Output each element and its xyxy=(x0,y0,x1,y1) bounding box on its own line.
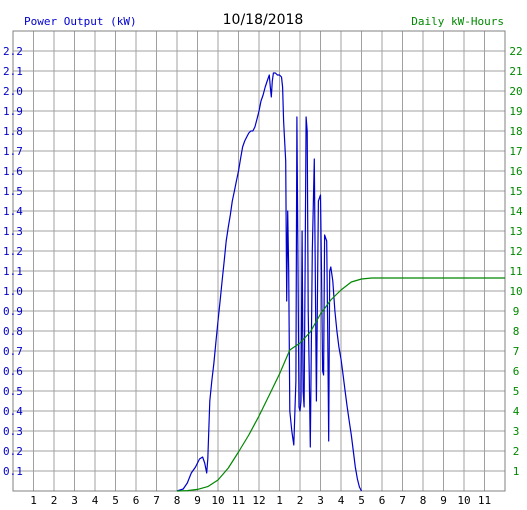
x-tick-label: 12 xyxy=(252,494,265,507)
x-tick-label: 2 xyxy=(51,494,58,507)
right-y-tick-label: 7 xyxy=(513,345,520,358)
left-y-tick-label: 0.6 xyxy=(3,365,23,378)
left-y-tick-label: 0.3 xyxy=(3,425,23,438)
series-layer xyxy=(176,72,505,492)
x-tick-label: 9 xyxy=(194,494,201,507)
right-y-tick-label: 15 xyxy=(509,185,522,198)
x-tick-label: 3 xyxy=(317,494,324,507)
x-tick-label: 11 xyxy=(478,494,491,507)
x-tick-label: 6 xyxy=(133,494,140,507)
right-y-tick-label: 14 xyxy=(509,205,523,218)
right-y-tick-label: 6 xyxy=(513,365,520,378)
right-y-tick-label: 1 xyxy=(513,465,520,478)
left-y-tick-label: 1.2 xyxy=(3,245,23,258)
x-tick-label: 11 xyxy=(232,494,245,507)
left-y-tick-label: 2.0 xyxy=(3,85,23,98)
left-y-tick-label: 0.2 xyxy=(3,445,23,458)
x-tick-label: 2 xyxy=(297,494,304,507)
right-y-tick-label: 10 xyxy=(509,285,522,298)
left-y-tick-label: 1.6 xyxy=(3,165,23,178)
right-y-tick-label: 12 xyxy=(509,245,522,258)
left-y-tick-label: 0.7 xyxy=(3,345,23,358)
left-y-tick-label: 1.0 xyxy=(3,285,23,298)
left-y-tick-label: 2.1 xyxy=(3,65,23,78)
tick-labels: 1 2 3 4 5 6 7 8 9 10 11 12 1 2 3 4 5 6 7 8 9 10 110.10.20.30.4… xyxy=(3,45,523,507)
right-y-tick-label: 18 xyxy=(509,125,522,138)
right-y-tick-label: 9 xyxy=(513,305,520,318)
left-y-tick-label: 0.5 xyxy=(3,385,23,398)
right-axis-label: Daily kW-Hours xyxy=(411,15,504,28)
gridlines xyxy=(13,31,505,491)
x-tick-label: 5 xyxy=(112,494,119,507)
x-tick-label: 7 xyxy=(399,494,406,507)
left-y-tick-label: 1.4 xyxy=(3,205,23,218)
x-tick-label: 1 xyxy=(276,494,283,507)
left-y-tick-label: 1.5 xyxy=(3,185,23,198)
chart-title: 10/18/2018 xyxy=(223,12,304,28)
plot-frame xyxy=(12,30,506,492)
left-y-tick-label: 0.8 xyxy=(3,325,23,338)
left-y-tick-label: 1.9 xyxy=(3,105,23,118)
power-output-series-line xyxy=(176,72,363,492)
right-y-tick-label: 4 xyxy=(513,405,520,418)
right-y-tick-label: 19 xyxy=(509,105,522,118)
right-y-tick-label: 20 xyxy=(509,85,522,98)
x-tick-label: 10 xyxy=(211,494,224,507)
x-tick-label: 5 xyxy=(358,494,365,507)
right-y-tick-label: 5 xyxy=(513,385,520,398)
right-y-tick-label: 22 xyxy=(509,45,522,58)
left-y-tick-label: 1.8 xyxy=(3,125,23,138)
right-y-tick-label: 17 xyxy=(509,145,522,158)
right-y-tick-label: 16 xyxy=(509,165,522,178)
left-y-tick-label: 2.2 xyxy=(3,45,23,58)
right-y-tick-label: 21 xyxy=(509,65,522,78)
right-y-tick-label: 2 xyxy=(513,445,520,458)
x-tick-label: 3 xyxy=(71,494,78,507)
x-tick-label: 1 xyxy=(30,494,37,507)
right-y-tick-label: 3 xyxy=(513,425,520,438)
right-y-tick-label: 13 xyxy=(509,225,522,238)
left-y-tick-label: 0.1 xyxy=(3,465,23,478)
x-tick-label: 9 xyxy=(440,494,447,507)
x-tick-label: 4 xyxy=(338,494,345,507)
left-y-tick-label: 1.7 xyxy=(3,145,23,158)
left-axis-label: Power Output (kW) xyxy=(24,15,137,28)
x-tick-label: 8 xyxy=(174,494,181,507)
x-tick-label: 7 xyxy=(153,494,160,507)
right-y-tick-label: 8 xyxy=(513,325,520,338)
left-y-tick-label: 1.1 xyxy=(3,265,23,278)
right-y-tick-label: 11 xyxy=(509,265,522,278)
daily-kwh-series-line xyxy=(176,277,505,492)
left-y-tick-label: 0.9 xyxy=(3,305,23,318)
left-y-tick-label: 1.3 xyxy=(3,225,23,238)
x-tick-label: 10 xyxy=(457,494,470,507)
x-tick-label: 6 xyxy=(379,494,386,507)
left-y-tick-label: 0.4 xyxy=(3,405,23,418)
x-tick-label: 4 xyxy=(92,494,99,507)
x-tick-label: 8 xyxy=(420,494,427,507)
